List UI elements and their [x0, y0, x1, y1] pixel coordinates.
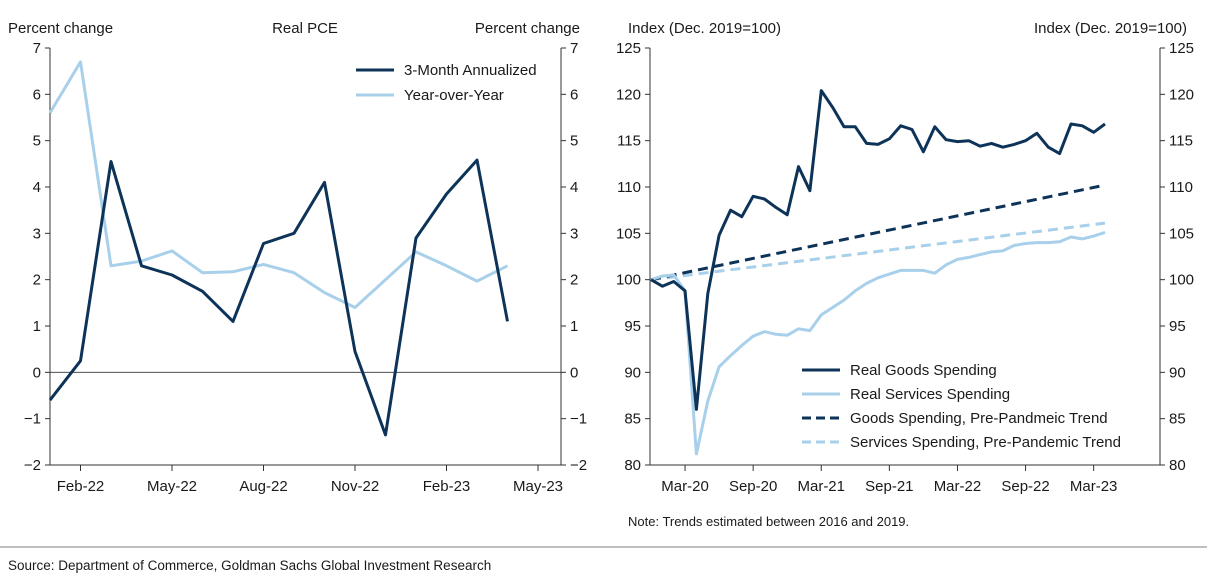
right-series-line-2: [650, 183, 1106, 282]
left-ytick-label-left: 5: [33, 133, 41, 150]
left-chart-title: Real PCE: [272, 20, 338, 37]
right-ytick-label-left: 105: [616, 225, 641, 242]
right-chart-note: Note: Trends estimated between 2016 and …: [628, 514, 909, 529]
left-legend-label-1: Year-over-Year: [404, 87, 504, 104]
right-xtick-label: Mar-21: [797, 478, 845, 495]
right-legend-label-2: Goods Spending, Pre-Pandmeic Trend: [850, 410, 1108, 427]
right-xtick-label: Sep-22: [1001, 478, 1049, 495]
left-legend-label-0: 3-Month Annualized: [404, 62, 537, 79]
right-ytick-label-left: 80: [624, 457, 641, 474]
right-ytick-label-left: 95: [624, 318, 641, 335]
source-text: Source: Department of Commerce, Goldman …: [8, 558, 491, 573]
left-xtick-label: May-22: [147, 478, 197, 495]
left-ytick-label-right: 6: [570, 86, 578, 103]
left-ytick-label-left: 6: [33, 86, 41, 103]
left-ytick-label-right: −1: [570, 411, 587, 428]
left-ytick-label-right: 7: [570, 40, 578, 57]
right-series-line-1: [650, 230, 1106, 456]
right-xtick-label: Mar-20: [661, 478, 709, 495]
right-ytick-label-right: 115: [1169, 133, 1193, 150]
right-ytick-label-right: 80: [1169, 457, 1186, 474]
right-legend-label-0: Real Goods Spending: [850, 362, 997, 379]
right-ytick-label-left: 90: [624, 364, 641, 381]
right-ytick-label-left: 120: [616, 86, 641, 103]
right-ytick-label-left: 85: [624, 411, 641, 428]
left-ytick-label-left: −2: [24, 457, 41, 474]
right-ytick-label-right: 110: [1169, 179, 1193, 196]
left-xtick-label: Feb-23: [423, 478, 471, 495]
right-chart-plot: 80 80 85 85 90 90 95 95 100 100 105 105 110 110 115 115…: [616, 40, 1194, 495]
right-ytick-label-right: 95: [1169, 318, 1186, 335]
right-xtick-label: Sep-21: [865, 478, 913, 495]
right-ylabel-right: Index (Dec. 2019=100): [1034, 20, 1187, 37]
left-ytick-label-left: 2: [33, 272, 41, 289]
right-xtick-label: Mar-23: [1070, 478, 1118, 495]
left-xtick-label: Nov-22: [331, 478, 379, 495]
left-series-line-1: [48, 60, 509, 309]
right-series-line-0: [650, 89, 1106, 411]
left-ytick-label-right: 1: [570, 318, 578, 335]
left-ylabel-right: Percent change: [475, 20, 580, 37]
left-ytick-label-right: 4: [570, 179, 578, 196]
right-ytick-label-left: 115: [617, 133, 641, 150]
right-ytick-label-right: 85: [1169, 411, 1186, 428]
left-ytick-label-right: 2: [570, 272, 578, 289]
left-ytick-label-left: 4: [33, 179, 41, 196]
left-chart-plot: −2 −2 −1 −1 0 0 1 1 2 2 3 3 4 4 5 5 6 6 7 7 Feb-22 May-22 Aug-…: [24, 40, 587, 495]
right-ytick-label-right: 120: [1169, 86, 1194, 103]
left-ytick-label-left: 0: [33, 364, 41, 381]
left-ytick-label-left: −1: [24, 411, 41, 428]
left-ytick-label-right: 5: [570, 133, 578, 150]
left-xtick-label: Aug-22: [239, 478, 287, 495]
right-ylabel-left: Index (Dec. 2019=100): [628, 20, 781, 37]
right-ytick-label-right: 105: [1169, 225, 1194, 242]
left-ytick-label-left: 3: [33, 225, 41, 242]
right-legend-label-3: Services Spending, Pre-Pandemic Trend: [850, 434, 1121, 451]
left-ytick-label-right: 3: [570, 225, 578, 242]
right-ytick-label-right: 125: [1169, 40, 1194, 57]
right-ytick-label-left: 125: [616, 40, 641, 57]
left-ytick-label-right: −2: [570, 457, 587, 474]
left-xtick-label: May-23: [513, 478, 563, 495]
right-xtick-label: Mar-22: [934, 478, 982, 495]
right-xtick-label: Sep-20: [729, 478, 777, 495]
left-series-line-0: [48, 158, 509, 437]
right-legend-label-1: Real Services Spending: [850, 386, 1010, 403]
left-ytick-label-right: 0: [570, 364, 578, 381]
right-series-line-3: [650, 221, 1106, 282]
left-ylabel-left: Percent change: [8, 20, 113, 37]
right-ytick-label-right: 90: [1169, 364, 1186, 381]
left-ytick-label-left: 7: [33, 40, 41, 57]
right-ytick-label-left: 100: [616, 272, 641, 289]
left-ytick-label-left: 1: [33, 318, 41, 335]
right-ytick-label-left: 110: [617, 179, 641, 196]
left-xtick-label: Feb-22: [57, 478, 105, 495]
right-ytick-label-right: 100: [1169, 272, 1194, 289]
